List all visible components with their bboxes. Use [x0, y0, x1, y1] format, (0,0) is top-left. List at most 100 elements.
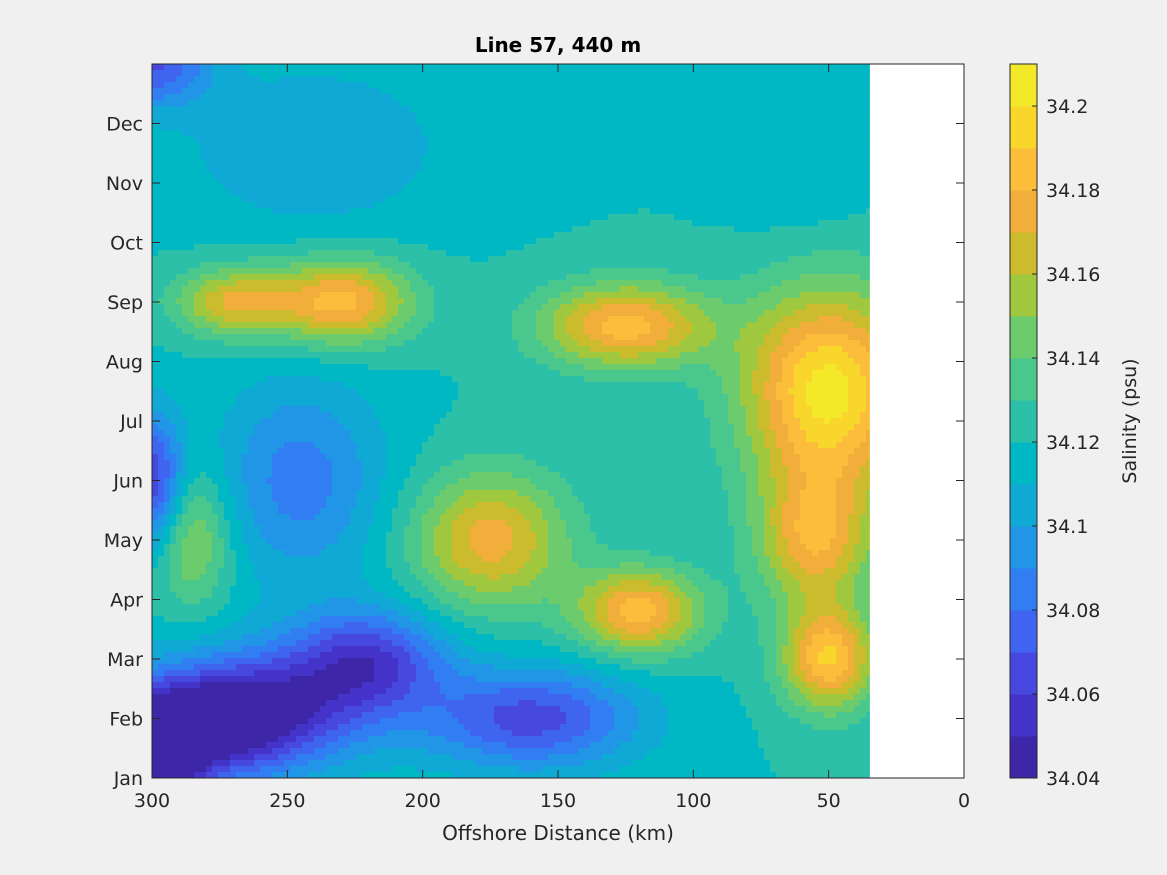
contour-cell	[506, 70, 513, 77]
contour-cell	[398, 292, 405, 299]
contour-cell	[674, 256, 681, 263]
contour-cell	[698, 112, 705, 119]
contour-cell	[770, 76, 777, 83]
contour-cell	[716, 172, 723, 179]
contour-cell	[428, 190, 435, 197]
contour-cell	[242, 244, 249, 251]
contour-cell	[320, 88, 327, 95]
contour-cell	[224, 220, 231, 227]
contour-cell	[272, 142, 279, 149]
contour-cell	[572, 148, 579, 155]
contour-cell	[386, 118, 393, 125]
contour-cell	[830, 214, 837, 221]
contour-cell	[524, 94, 531, 101]
contour-cell	[440, 112, 447, 119]
contour-cell	[848, 100, 855, 107]
contour-cell	[830, 184, 837, 191]
contour-cell	[668, 160, 675, 167]
contour-cell	[230, 304, 237, 311]
contour-cell	[182, 172, 189, 179]
contour-cell	[746, 232, 753, 239]
contour-cell	[578, 190, 585, 197]
contour-cell	[590, 136, 597, 143]
contour-cell	[176, 190, 183, 197]
contour-cell	[614, 250, 621, 257]
contour-cell	[416, 70, 423, 77]
contour-cell	[248, 238, 255, 245]
contour-cell	[848, 304, 855, 311]
contour-cell	[200, 256, 207, 263]
contour-cell	[494, 304, 501, 311]
contour-cell	[620, 106, 627, 113]
contour-cell	[716, 184, 723, 191]
contour-cell	[620, 160, 627, 167]
contour-cell	[680, 130, 687, 137]
contour-cell	[254, 100, 261, 107]
contour-cell	[200, 214, 207, 221]
contour-cell	[380, 226, 387, 233]
contour-cell	[812, 274, 819, 281]
contour-cell	[266, 232, 273, 239]
contour-cell	[710, 112, 717, 119]
contour-cell	[410, 112, 417, 119]
contour-cell	[452, 166, 459, 173]
contour-cell	[152, 232, 159, 239]
contour-cell	[680, 244, 687, 251]
contour-cell	[302, 136, 309, 143]
contour-cell	[362, 64, 369, 71]
contour-cell	[158, 118, 165, 125]
contour-cell	[578, 136, 585, 143]
contour-cell	[368, 76, 375, 83]
contour-cell	[260, 160, 267, 167]
contour-cell	[302, 124, 309, 131]
contour-cell	[704, 64, 711, 71]
contour-cell	[806, 304, 813, 311]
contour-cell	[686, 112, 693, 119]
contour-cell	[728, 244, 735, 251]
contour-cell	[410, 298, 417, 305]
contour-cell	[536, 160, 543, 167]
contour-cell	[602, 202, 609, 209]
contour-cell	[152, 94, 159, 101]
contour-cell	[290, 244, 297, 251]
contour-cell	[746, 262, 753, 269]
contour-cell	[806, 106, 813, 113]
contour-cell	[344, 130, 351, 137]
contour-cell	[590, 286, 597, 293]
contour-cell	[260, 304, 267, 311]
contour-cell	[476, 220, 483, 227]
contour-cell	[650, 220, 657, 227]
contour-cell	[536, 310, 543, 317]
contour-cell	[470, 304, 477, 311]
contour-cell	[230, 244, 237, 251]
contour-cell	[668, 268, 675, 275]
contour-cell	[662, 232, 669, 239]
contour-cell	[650, 280, 657, 287]
contour-cell	[446, 196, 453, 203]
contour-cell	[746, 268, 753, 275]
contour-cell	[308, 136, 315, 143]
contour-cell	[416, 154, 423, 161]
contour-cell	[248, 310, 255, 317]
contour-cell	[866, 196, 870, 203]
contour-cell	[230, 106, 237, 113]
contour-cell	[242, 286, 249, 293]
contour-cell	[290, 280, 297, 287]
contour-cell	[596, 304, 603, 311]
contour-cell	[716, 106, 723, 113]
contour-cell	[722, 76, 729, 83]
contour-cell	[236, 100, 243, 107]
contour-cell	[752, 160, 759, 167]
contour-cell	[266, 154, 273, 161]
contour-cell	[518, 166, 525, 173]
contour-cell	[170, 292, 177, 299]
contour-cell	[260, 178, 267, 185]
contour-cell	[500, 220, 507, 227]
contour-cell	[764, 118, 771, 125]
contour-cell	[398, 184, 405, 191]
contour-cell	[578, 130, 585, 137]
contour-cell	[752, 196, 759, 203]
contour-cell	[182, 94, 189, 101]
contour-cell	[692, 70, 699, 77]
contour-cell	[518, 184, 525, 191]
